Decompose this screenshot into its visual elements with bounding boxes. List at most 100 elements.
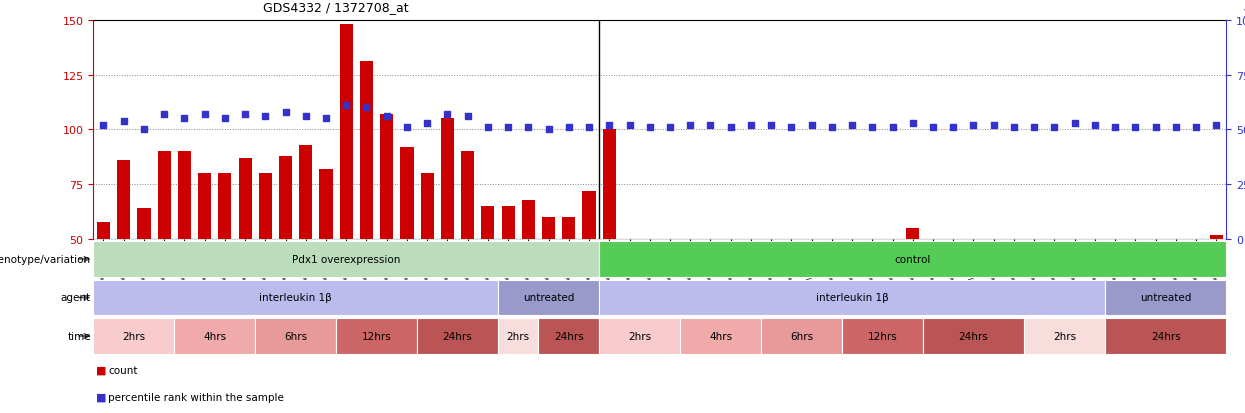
Point	[923, 125, 942, 131]
Point	[478, 125, 498, 131]
Text: 24hrs: 24hrs	[443, 331, 472, 341]
Text: count: count	[108, 365, 138, 375]
Point	[721, 125, 741, 131]
Text: 100%: 100%	[1244, 9, 1245, 19]
Point	[134, 127, 154, 133]
Point	[883, 125, 903, 131]
Point	[316, 116, 336, 122]
Text: 4hrs: 4hrs	[203, 331, 227, 341]
Bar	[117, 161, 131, 349]
Text: Pdx1 overexpression: Pdx1 overexpression	[293, 254, 401, 264]
Bar	[218, 174, 232, 349]
Bar	[1169, 301, 1183, 349]
Bar	[178, 152, 190, 349]
Point	[377, 114, 397, 120]
Bar	[1108, 301, 1122, 349]
Point	[842, 122, 862, 129]
Point	[154, 112, 174, 118]
Point	[1186, 125, 1206, 131]
Text: 6hrs: 6hrs	[284, 331, 308, 341]
Bar	[380, 115, 393, 349]
Point	[802, 122, 822, 129]
Point	[701, 122, 721, 129]
Bar	[1129, 301, 1142, 349]
Point	[174, 116, 194, 122]
Point	[964, 122, 984, 129]
Bar	[599, 318, 680, 354]
Bar	[498, 318, 538, 354]
Text: interleukin 1β: interleukin 1β	[815, 293, 889, 303]
Text: agent: agent	[61, 293, 91, 303]
Point	[782, 125, 802, 131]
Bar	[401, 147, 413, 349]
Point	[113, 118, 133, 125]
Point	[599, 122, 619, 129]
Bar	[644, 338, 656, 349]
Point	[680, 122, 700, 129]
Bar	[563, 218, 575, 349]
Bar	[279, 157, 293, 349]
Point	[397, 125, 417, 131]
Bar	[502, 207, 514, 349]
Point	[194, 112, 214, 118]
Text: 4hrs: 4hrs	[708, 331, 732, 341]
Bar	[360, 62, 373, 349]
Text: 12hrs: 12hrs	[362, 331, 391, 341]
Bar	[320, 169, 332, 349]
Bar	[340, 25, 352, 349]
Bar	[946, 248, 960, 349]
Bar	[1007, 250, 1021, 349]
Point	[1206, 122, 1226, 129]
Text: untreated: untreated	[1140, 293, 1191, 303]
Point	[579, 125, 599, 131]
Point	[984, 122, 1003, 129]
Bar	[255, 318, 336, 354]
Point	[437, 112, 457, 118]
Bar	[1106, 280, 1226, 316]
Bar	[1149, 301, 1162, 349]
Point	[1084, 122, 1104, 129]
Bar	[923, 318, 1025, 354]
Bar	[725, 273, 737, 349]
Text: interleukin 1β: interleukin 1β	[259, 293, 332, 303]
Bar	[259, 174, 271, 349]
Bar	[583, 191, 595, 349]
Bar	[622, 266, 636, 349]
Bar	[1025, 318, 1106, 354]
Text: 2hrs: 2hrs	[1053, 331, 1076, 341]
Bar	[680, 318, 761, 354]
Text: 2hrs: 2hrs	[507, 331, 530, 341]
Point	[255, 114, 275, 120]
Text: 24hrs: 24hrs	[959, 331, 989, 341]
Point	[1064, 120, 1084, 127]
Bar	[761, 318, 842, 354]
Bar	[806, 255, 818, 349]
Point	[903, 120, 923, 127]
Bar	[1189, 301, 1203, 349]
Bar	[764, 299, 778, 349]
Bar	[784, 299, 798, 349]
Text: genotype/variation: genotype/variation	[0, 254, 91, 264]
Text: 6hrs: 6hrs	[789, 331, 813, 341]
Point	[539, 127, 559, 133]
Bar	[441, 119, 454, 349]
Bar	[664, 310, 676, 349]
Bar	[1210, 235, 1223, 349]
Point	[1125, 125, 1145, 131]
Point	[1025, 125, 1045, 131]
Bar	[703, 310, 717, 349]
Point	[235, 112, 255, 118]
Bar	[299, 145, 312, 349]
Bar	[926, 246, 940, 349]
Text: percentile rank within the sample: percentile rank within the sample	[108, 392, 284, 402]
Bar	[522, 200, 535, 349]
Text: 2hrs: 2hrs	[627, 331, 651, 341]
Point	[559, 125, 579, 131]
Point	[1045, 125, 1064, 131]
Point	[741, 122, 761, 129]
Point	[1165, 125, 1185, 131]
Bar	[461, 152, 474, 349]
Bar	[417, 318, 498, 354]
Point	[620, 122, 640, 129]
Point	[1003, 125, 1023, 131]
